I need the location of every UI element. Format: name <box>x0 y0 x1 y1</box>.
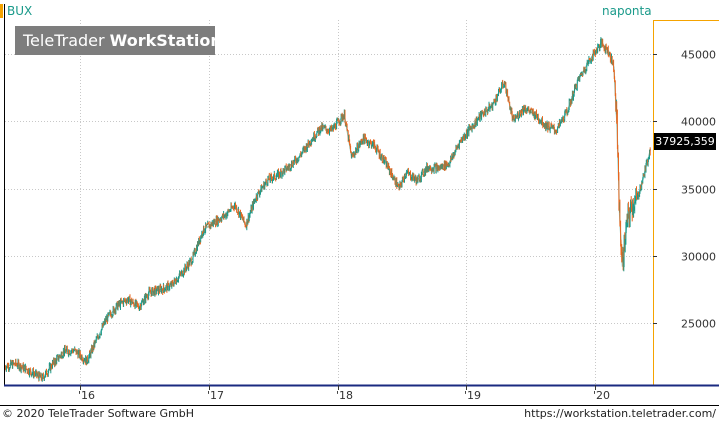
grid <box>5 20 653 384</box>
last-price-label: 37925,359 <box>654 133 716 150</box>
x-axis-ticks: '16 '17 '18 '19 '20 <box>78 385 610 402</box>
x-tick-label: '18 <box>336 389 353 402</box>
copyright-text: © 2020 TeleTrader Software GmbH <box>2 407 195 420</box>
x-tick-label: '16 <box>78 389 95 402</box>
logo-bold: WorkStation <box>109 31 222 50</box>
y-tick-label: 35000 <box>681 184 716 197</box>
y-tick-label: 40000 <box>681 116 716 129</box>
y-tick-label: 30000 <box>681 251 716 264</box>
y-axis-ticks: 25000 30000 35000 40000 45000 <box>653 49 716 331</box>
teletrader-logo: TeleTrader WorkStation <box>15 26 222 55</box>
chart-title: BUX <box>7 4 32 18</box>
series-layer <box>4 37 652 382</box>
x-tick-label: '20 <box>593 389 610 402</box>
y-tick-label: 45000 <box>681 49 716 62</box>
y-tick-label: 25000 <box>681 318 716 331</box>
logo-regular: TeleTrader <box>23 31 105 50</box>
x-tick-label: '19 <box>464 389 481 402</box>
x-tick-label: '17 <box>207 389 224 402</box>
interval-label: naponta <box>602 4 652 18</box>
source-url[interactable]: https://workstation.teletrader.com/ <box>524 407 716 420</box>
